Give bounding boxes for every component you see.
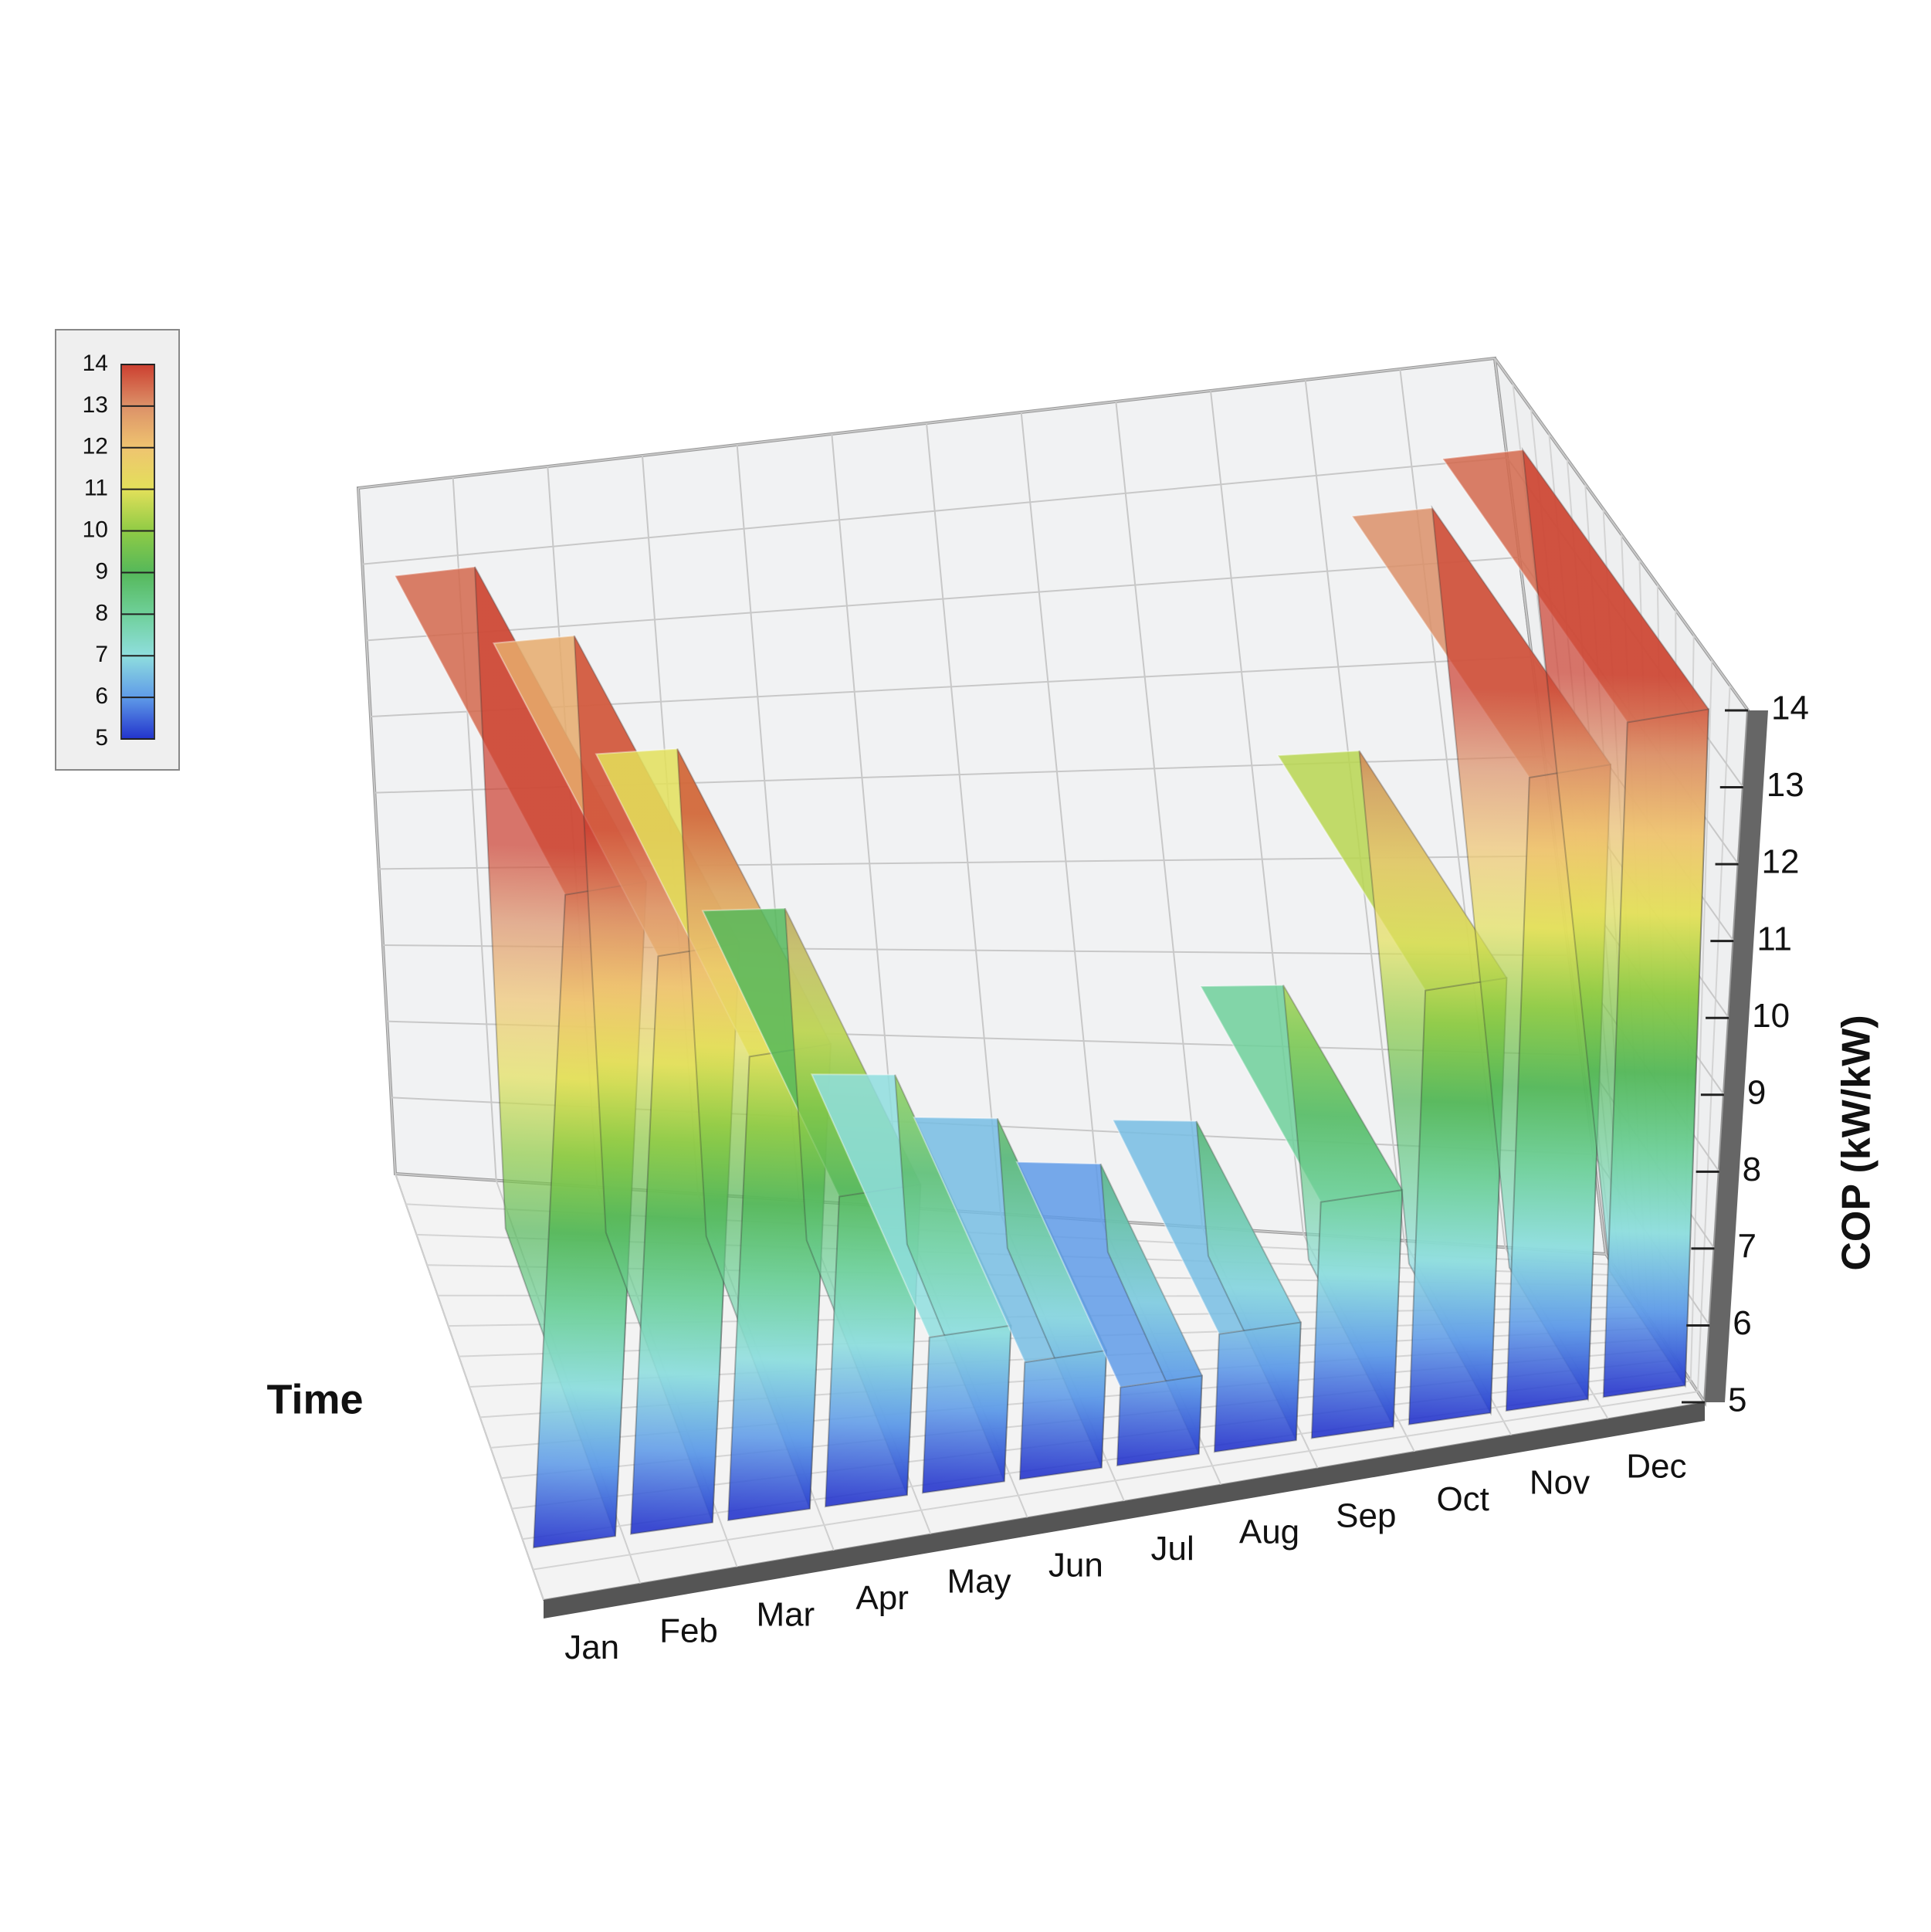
x-tick-label: May: [947, 1563, 1011, 1601]
x-axis-title: Time: [266, 1376, 363, 1422]
x-tick-label: Mar: [756, 1595, 815, 1633]
z-tick-label: 10: [1752, 997, 1790, 1035]
front-edge: [544, 1402, 1705, 1618]
colorbar-frame: [55, 329, 180, 771]
z-tick-label: 5: [1728, 1381, 1746, 1419]
side-wall-line: [1696, 685, 1731, 1392]
colorbar-tick-label: 10: [83, 517, 108, 542]
colorbar-tick-label: 8: [95, 600, 108, 625]
x-tick-label: Jul: [1151, 1530, 1194, 1568]
surface-front: [1116, 1374, 1203, 1467]
x-tick-label: Oct: [1436, 1480, 1489, 1518]
z-axis-title: COP (kW/kW): [1834, 1015, 1879, 1270]
x-tick-label: Apr: [855, 1579, 908, 1617]
x-tick-label: Nov: [1530, 1464, 1590, 1502]
colorbar-tick-label: 5: [95, 725, 108, 751]
colorbar-tick-label: 6: [95, 683, 108, 709]
x-tick-label: Aug: [1239, 1513, 1299, 1551]
colorbar-tick-label: 12: [83, 434, 108, 459]
colorbar-tick-label: 14: [83, 351, 108, 376]
z-tick-label: 6: [1733, 1304, 1751, 1342]
surface-front: [1213, 1321, 1302, 1453]
z-tick-label: 9: [1747, 1073, 1766, 1111]
colorbar-tick-label: 9: [95, 558, 108, 584]
surface-front: [921, 1324, 1012, 1494]
grid-line: [357, 358, 1496, 489]
side-wall-line: [1689, 659, 1713, 1381]
grid-line: [362, 456, 1508, 565]
x-tick-label: Jun: [1048, 1546, 1103, 1584]
floor-line: [522, 1380, 1691, 1541]
x-tick-label: Jan: [564, 1629, 619, 1666]
month-divider: [926, 422, 1001, 1215]
z-tick-label: 7: [1737, 1228, 1756, 1266]
surface-front: [1602, 708, 1709, 1398]
colorbar: [120, 364, 155, 740]
surface-front: [1018, 1349, 1108, 1480]
grid-line: [366, 556, 1520, 642]
month-divider: [1115, 401, 1204, 1228]
grid-line: [1494, 358, 1749, 711]
x-tick-label: Feb: [659, 1612, 718, 1650]
z-tick-label: 11: [1757, 920, 1792, 958]
month-divider: [357, 487, 396, 1174]
z-tick-label: 12: [1762, 843, 1800, 881]
right-edge: [1705, 710, 1768, 1402]
month-divider: [1020, 412, 1103, 1221]
z-tick-label: 8: [1743, 1151, 1761, 1188]
colorbar-tick-label: 13: [83, 392, 108, 418]
colorbar-tick-label: 11: [84, 476, 108, 501]
colorbar-tick-label: 7: [95, 642, 108, 667]
x-tick-label: Sep: [1336, 1496, 1396, 1534]
z-tick-label: 13: [1767, 766, 1804, 804]
x-tick-label: Dec: [1626, 1447, 1686, 1485]
z-tick-label: 14: [1771, 690, 1809, 727]
floor-line: [533, 1391, 1699, 1571]
surface-front: [1310, 1188, 1404, 1439]
